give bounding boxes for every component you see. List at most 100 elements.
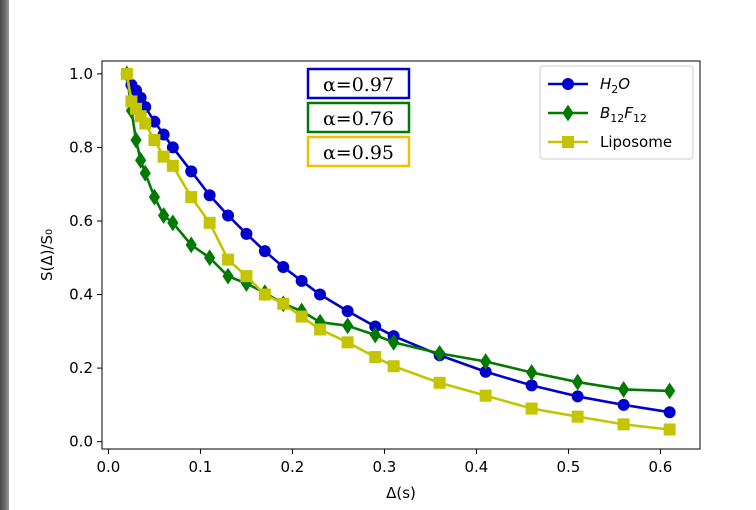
- y-tick-label: 0.8: [69, 138, 93, 156]
- legend-marker-diamond: [562, 104, 574, 122]
- y-tick-label: 0.0: [69, 433, 93, 451]
- x-tick-label: 0.5: [557, 458, 581, 476]
- data-point-square: [203, 216, 216, 229]
- series-liposome: [120, 67, 676, 436]
- alpha-annotations: α=0.97 α=0.76 α=0.95: [306, 67, 411, 168]
- alpha-value: α=0.95: [323, 142, 394, 164]
- alpha-box-frame: [306, 135, 411, 168]
- legend-frame: [539, 65, 694, 160]
- x-tick-label: 0.2: [281, 458, 305, 476]
- y-tick-label: 0.6: [69, 212, 93, 230]
- x-tick-label: 0.3: [373, 458, 397, 476]
- series-layer: [120, 65, 676, 436]
- legend-label-sub: 12: [610, 112, 624, 125]
- data-point-diamond: [526, 364, 538, 381]
- data-point-diamond: [139, 164, 151, 182]
- data-point-circle: [571, 390, 584, 403]
- data-point-circle: [295, 274, 308, 287]
- data-point-diamond: [369, 326, 381, 344]
- data-point-diamond: [148, 188, 161, 206]
- data-point-diamond: [572, 373, 584, 391]
- data-point-circle: [166, 141, 179, 154]
- data-point-square: [166, 159, 179, 172]
- alpha-value: α=0.97: [323, 74, 394, 96]
- data-point-square: [387, 360, 400, 373]
- data-point-square: [295, 310, 308, 323]
- data-point-diamond: [167, 214, 179, 232]
- data-point-diamond: [130, 131, 142, 149]
- series-h2o: [120, 67, 676, 419]
- x-tick-label: 0.4: [465, 458, 489, 476]
- plot-frame: [101, 60, 701, 450]
- data-point-circle: [185, 165, 198, 178]
- data-point-diamond: [135, 151, 147, 169]
- data-point-circle: [663, 406, 676, 419]
- alpha-box: α=0.76: [306, 101, 411, 134]
- data-point-circle: [203, 189, 216, 202]
- data-point-square: [222, 253, 235, 266]
- legend-label: B12F12: [600, 104, 647, 125]
- alpha-box-frame: [306, 67, 411, 100]
- data-point-square: [120, 67, 133, 80]
- data-point-square: [369, 351, 382, 364]
- y-tick-label: 1.0: [69, 65, 93, 83]
- data-point-square: [663, 423, 676, 436]
- legend-label-base: H: [600, 75, 611, 93]
- x-tick-label: 0.6: [649, 458, 673, 476]
- data-point-square: [258, 288, 271, 301]
- data-point-square: [139, 117, 152, 130]
- data-point-square: [479, 389, 492, 402]
- alpha-value: α=0.76: [323, 108, 394, 130]
- data-point-square: [571, 410, 584, 423]
- data-point-square: [617, 418, 630, 431]
- legend-label-base: B: [600, 104, 610, 122]
- legend-entry: H2O: [548, 75, 630, 96]
- data-point-square: [277, 297, 290, 310]
- window-edge: [0, 0, 9, 510]
- x-axis-label: Δ(s): [386, 484, 416, 502]
- data-point-square: [433, 376, 446, 389]
- alpha-box: α=0.97: [306, 67, 411, 100]
- data-point-diamond: [664, 382, 676, 400]
- data-point-diamond: [388, 333, 400, 351]
- axis-ticks: 0.0 0.1 0.2 0.3 0.4 0.5 0.6 0.0 0.2 0.4 0.6 0.8 1.0: [69, 65, 672, 476]
- data-point-circle: [525, 379, 538, 392]
- legend-marker-square: [562, 136, 574, 148]
- y-axis-label: S(Δ)/S₀: [38, 229, 56, 281]
- data-point-circle: [277, 260, 290, 273]
- y-tick-label: 0.4: [69, 286, 93, 304]
- data-point-diamond: [342, 317, 354, 335]
- data-point-square: [185, 191, 198, 204]
- y-tick-label: 0.2: [69, 359, 93, 377]
- data-point-diamond: [434, 344, 446, 362]
- data-point-square: [157, 150, 170, 163]
- data-point-square: [148, 134, 161, 147]
- legend-label: H2O: [600, 75, 630, 96]
- data-point-circle: [341, 305, 354, 318]
- legend-entry: B12F12: [548, 104, 647, 125]
- legend-label-sub: 2: [611, 83, 618, 96]
- data-point-diamond: [158, 207, 170, 224]
- data-point-diamond: [204, 249, 216, 267]
- legend-marker-circle: [562, 78, 574, 90]
- data-point-diamond: [618, 381, 630, 398]
- legend-label: Liposome: [600, 133, 672, 151]
- x-tick-label: 0.0: [97, 458, 121, 476]
- legend-label-tail: O: [618, 75, 630, 93]
- data-point-square: [525, 402, 538, 415]
- data-point-circle: [314, 288, 327, 301]
- data-point-circle: [222, 209, 235, 222]
- x-tick-label: 0.1: [189, 458, 213, 476]
- alpha-box-frame: [306, 101, 411, 134]
- data-point-square: [341, 336, 354, 349]
- legend-label-tail: F: [624, 104, 633, 122]
- data-point-square: [314, 323, 327, 336]
- alpha-box: α=0.95: [306, 135, 411, 168]
- legend-entry: Liposome: [548, 133, 672, 151]
- legend-label-sub2: 12: [633, 112, 647, 125]
- data-point-diamond: [480, 353, 492, 370]
- data-point-circle: [617, 398, 630, 411]
- data-point-circle: [240, 227, 253, 240]
